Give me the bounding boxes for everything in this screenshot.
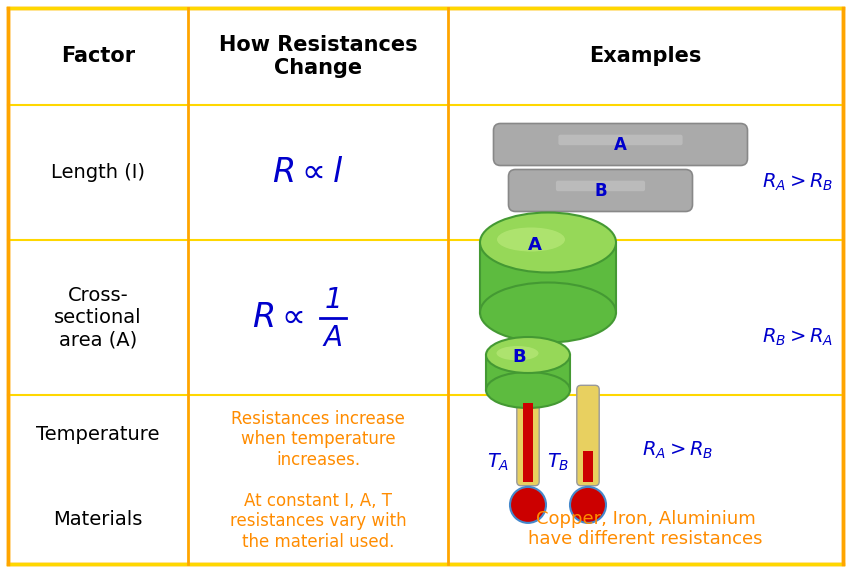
Bar bbox=[583, 451, 593, 482]
Text: $T_A$: $T_A$ bbox=[487, 452, 509, 473]
Text: 1: 1 bbox=[324, 285, 342, 313]
Text: Cross-
sectional
area (A): Cross- sectional area (A) bbox=[54, 286, 142, 349]
Ellipse shape bbox=[486, 337, 570, 373]
Text: Examples: Examples bbox=[589, 46, 702, 66]
Text: Factor: Factor bbox=[61, 46, 135, 66]
Bar bbox=[480, 243, 616, 312]
Text: Copper, Iron, Aluminium
have different resistances: Copper, Iron, Aluminium have different r… bbox=[528, 510, 762, 549]
Text: $R\propto$: $R\propto$ bbox=[252, 301, 304, 334]
Text: A: A bbox=[614, 136, 627, 153]
Text: A: A bbox=[323, 324, 342, 352]
Text: B: B bbox=[513, 348, 527, 366]
FancyBboxPatch shape bbox=[577, 386, 599, 486]
Text: $R_B > R_A$: $R_B > R_A$ bbox=[762, 327, 833, 348]
Text: Materials: Materials bbox=[54, 510, 143, 529]
Bar bbox=[486, 355, 570, 390]
Ellipse shape bbox=[480, 283, 616, 343]
Text: Length (I): Length (I) bbox=[51, 163, 145, 182]
Ellipse shape bbox=[486, 372, 570, 408]
Text: B: B bbox=[594, 181, 607, 200]
Ellipse shape bbox=[497, 228, 565, 252]
Ellipse shape bbox=[480, 213, 616, 272]
Ellipse shape bbox=[496, 346, 539, 360]
FancyBboxPatch shape bbox=[494, 124, 747, 165]
Circle shape bbox=[570, 487, 606, 523]
Text: $R_A > R_B$: $R_A > R_B$ bbox=[643, 439, 714, 460]
Text: A: A bbox=[528, 236, 541, 255]
Text: $R_A > R_B$: $R_A > R_B$ bbox=[762, 172, 833, 193]
Text: How Resistances
Change: How Resistances Change bbox=[219, 35, 417, 78]
Text: $T_B$: $T_B$ bbox=[547, 452, 569, 473]
FancyBboxPatch shape bbox=[558, 134, 683, 145]
Circle shape bbox=[510, 487, 546, 523]
FancyBboxPatch shape bbox=[517, 386, 540, 486]
Text: $R\propto l$: $R\propto l$ bbox=[272, 156, 344, 189]
FancyBboxPatch shape bbox=[509, 169, 693, 212]
Bar bbox=[523, 403, 533, 482]
Text: Temperature: Temperature bbox=[37, 425, 160, 444]
Text: At constant I, A, T
resistances vary with
the material used.: At constant I, A, T resistances vary wit… bbox=[230, 492, 406, 551]
Text: Resistances increase
when temperature
increases.: Resistances increase when temperature in… bbox=[231, 410, 405, 469]
FancyBboxPatch shape bbox=[556, 181, 645, 191]
